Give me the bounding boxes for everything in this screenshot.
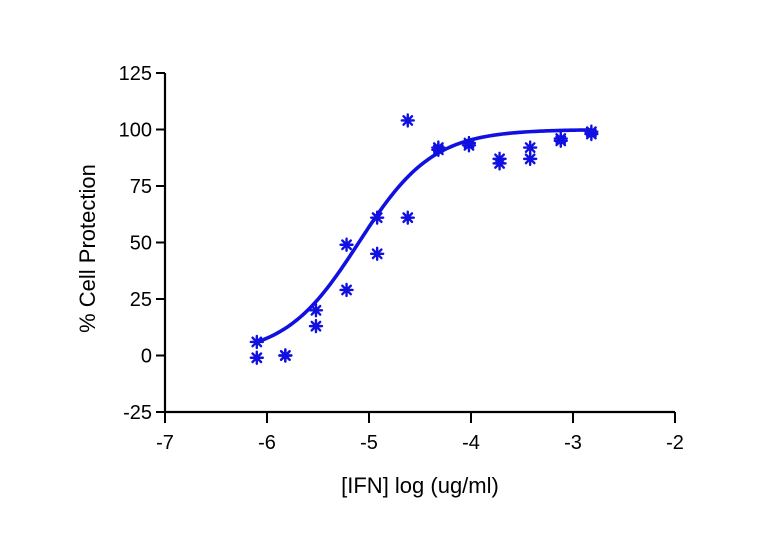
data-point xyxy=(522,140,538,155)
y-axis-title: % Cell Protection xyxy=(75,164,100,333)
data-point xyxy=(249,350,264,365)
x-axis-ticks: -7 -6 -5 -4 -3 -2 xyxy=(156,412,684,454)
fit-curve xyxy=(255,128,594,344)
data-point xyxy=(431,142,446,158)
y-axis-ticks: -25 0 25 50 75 100 125 xyxy=(119,63,165,424)
y-tick-label: 75 xyxy=(130,176,152,198)
x-tick-label: -6 xyxy=(258,432,276,454)
x-tick-label: -3 xyxy=(564,432,582,454)
data-point xyxy=(584,126,599,142)
data-point xyxy=(492,156,507,171)
data-point xyxy=(339,282,354,298)
data-point xyxy=(249,334,264,350)
y-tick-label: 100 xyxy=(119,120,152,142)
data-point xyxy=(522,151,538,167)
x-tick-label: -2 xyxy=(666,432,684,454)
data-point xyxy=(461,138,477,153)
data-point xyxy=(553,133,568,149)
y-tick-label: 25 xyxy=(130,289,152,311)
x-tick-label: -5 xyxy=(360,432,378,454)
y-tick-label: 125 xyxy=(119,63,152,85)
data-point xyxy=(278,348,293,363)
data-point xyxy=(400,210,415,225)
y-tick-label: 50 xyxy=(130,233,152,255)
y-tick-label: -25 xyxy=(123,402,152,424)
data-point xyxy=(308,303,324,318)
data-point xyxy=(308,318,324,334)
data-point xyxy=(369,210,385,225)
data-point xyxy=(339,237,354,252)
data-points xyxy=(249,113,599,365)
x-axis-title: [IFN] log (ug/ml) xyxy=(341,473,499,498)
y-tick-label: 0 xyxy=(141,346,152,368)
x-tick-label: -7 xyxy=(156,432,174,454)
x-tick-label: -4 xyxy=(462,432,480,454)
data-point xyxy=(369,246,385,261)
data-point xyxy=(400,113,415,128)
